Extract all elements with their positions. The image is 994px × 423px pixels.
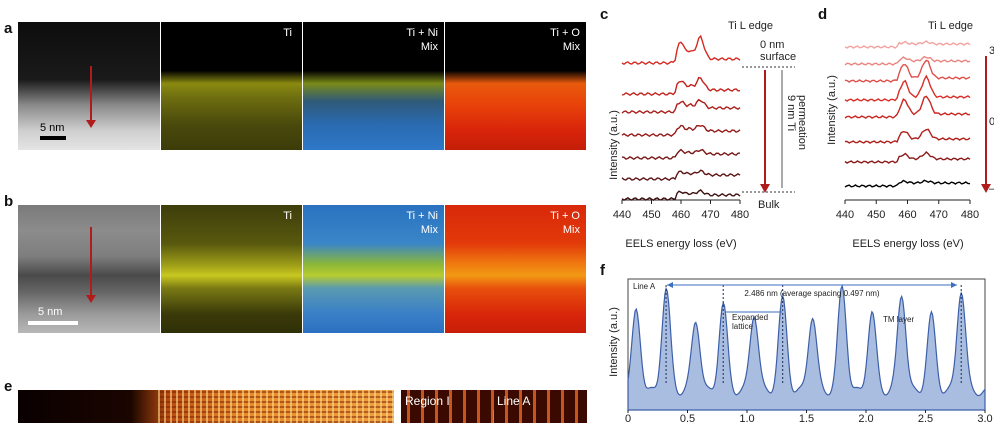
arrow-head-b xyxy=(86,295,96,303)
chart-d-right-label-0: 3 xyxy=(989,45,994,57)
panel-label-a: a xyxy=(4,20,13,37)
chart-d-series-5 xyxy=(844,128,971,144)
chart-d-tick-label-3: 470 xyxy=(930,209,948,221)
chart-d-arrow-head xyxy=(981,184,991,193)
chart-d-series-6 xyxy=(844,151,971,164)
chart-c-tick-label-0: 440 xyxy=(613,209,631,221)
ti-ni-map-a-label: Ti + Ni Mix xyxy=(406,27,438,53)
chart-f-ylabel: Intensity (a.u.) xyxy=(608,307,620,377)
annotation-bulk: Bulk xyxy=(758,199,780,211)
scale-bar-a xyxy=(40,136,66,140)
chart-f-line-label: Line A xyxy=(633,282,656,291)
chart-f-tm-label: TM layer xyxy=(883,315,914,324)
chart-d-title: Ti L edge xyxy=(928,20,973,32)
chart-c-xlabel: EELS energy loss (eV) xyxy=(625,238,736,250)
chart-c-series-0 xyxy=(621,34,741,66)
panel-label-b: b xyxy=(4,193,14,210)
ti-ni-map-a: Ti + Ni Mix xyxy=(303,22,444,150)
chart-f-span-label: 2.486 nm (average spacing 0.497 nm) xyxy=(744,289,880,298)
chart-f-tick-label-1: 0.5 xyxy=(680,413,695,423)
scale-bar-label-b: 5 nm xyxy=(38,306,63,318)
ti-o-map-b: Ti + O Mix xyxy=(445,205,586,333)
ti-map-a-label: Ti xyxy=(283,27,292,39)
eels-chart-d: Ti L edge Intensity (a.u.) 440 450 460 470 4… xyxy=(826,20,994,250)
ti-ni-map-b-label: Ti + Ni Mix xyxy=(406,210,438,236)
depth-arrow-a xyxy=(90,66,92,122)
chart-d-series-7 xyxy=(844,179,971,188)
panel-label-e: e xyxy=(4,378,13,395)
chart-d-right-label-1: 0 xyxy=(989,116,994,128)
chart-d-ylabel: Intensity (a.u.) xyxy=(826,75,838,145)
line-profile-chart-f: Intensity (a.u.) Line A 2.486 nm (averag… xyxy=(608,278,993,423)
chart-d-tick-label-4: 480 xyxy=(961,209,979,221)
chart-d-series-2 xyxy=(844,59,971,83)
annotation-surface: 0 nm surface xyxy=(760,39,796,63)
ti-map-b-label: Ti xyxy=(283,210,292,222)
chart-d-right-label-2: – xyxy=(989,183,994,195)
panel-label-f: f xyxy=(600,262,605,279)
ti-map-a: Ti xyxy=(161,22,302,150)
chart-f-expanded-label: Expanded lattice xyxy=(732,313,768,331)
panel-label-c: c xyxy=(600,6,609,23)
chart-d-tick-label-1: 450 xyxy=(867,209,885,221)
ti-ni-map-b: Ti + Ni Mix xyxy=(303,205,444,333)
chart-d-series-4 xyxy=(844,95,971,119)
atomic-image-e xyxy=(18,390,394,423)
haadf-image-b: 5 nm xyxy=(18,205,160,333)
span-arrow-right-head xyxy=(951,282,957,288)
chart-c-tick-label-2: 460 xyxy=(672,209,690,221)
ti-map-b: Ti xyxy=(161,205,302,333)
chart-c-tick-label-3: 470 xyxy=(701,209,719,221)
lattice-texture-e xyxy=(158,390,394,423)
annotation-permeation: 9 nm Tipermeation xyxy=(785,95,808,150)
chart-c-ylabel: Intensity (a.u.) xyxy=(608,110,620,180)
chart-c-series-2 xyxy=(621,98,741,115)
chart-c-arrow-head xyxy=(760,184,770,193)
region-image-e: Region I Line A xyxy=(401,390,587,423)
span-arrow-left-head xyxy=(667,282,673,288)
chart-c-series-3 xyxy=(621,124,741,138)
chart-c-series-4 xyxy=(621,148,741,161)
chart-f-tick-label-0: 0 xyxy=(625,413,631,423)
chart-f-profile xyxy=(627,283,986,411)
chart-d-tick-label-0: 440 xyxy=(836,209,854,221)
region-label: Region I xyxy=(405,394,450,408)
chart-f-tick-label-6: 3.0 xyxy=(977,413,992,423)
haadf-image-a: 5 nm xyxy=(18,22,160,150)
chart-d-tick-label-2: 460 xyxy=(898,209,916,221)
line-label: Line A xyxy=(497,394,531,408)
chart-d-series-3 xyxy=(844,74,971,102)
chart-d-series-0 xyxy=(844,40,971,49)
ti-o-map-b-label: Ti + O Mix xyxy=(550,210,580,236)
chart-f-tick-label-3: 1.5 xyxy=(799,413,814,423)
line-a-marker xyxy=(493,410,494,423)
scale-bar-b xyxy=(28,321,78,325)
chart-c-series-6 xyxy=(621,188,741,202)
chart-c-series-5 xyxy=(621,169,741,182)
depth-arrow-b xyxy=(90,227,92,297)
chart-c-tick-label-1: 450 xyxy=(642,209,660,221)
chart-d-xlabel: EELS energy loss (eV) xyxy=(852,238,963,250)
chart-f-tick-label-5: 2.5 xyxy=(918,413,933,423)
chart-f-tick-label-2: 1.0 xyxy=(739,413,754,423)
chart-d-series-1 xyxy=(844,55,971,66)
chart-f-tick-label-4: 2.0 xyxy=(858,413,873,423)
ti-o-map-a-label: Ti + O Mix xyxy=(550,27,580,53)
panel-label-d: d xyxy=(818,6,828,23)
eels-chart-c: Ti L edge Intensity (a.u.) 440 450 460 470 4… xyxy=(608,20,808,250)
arrow-head-a xyxy=(86,120,96,128)
chart-c-title: Ti L edge xyxy=(728,20,773,32)
ti-o-map-a: Ti + O Mix xyxy=(445,22,586,150)
scale-bar-label-a: 5 nm xyxy=(40,122,65,134)
chart-c-series-1 xyxy=(621,76,741,97)
chart-c-tick-label-4: 480 xyxy=(731,209,749,221)
